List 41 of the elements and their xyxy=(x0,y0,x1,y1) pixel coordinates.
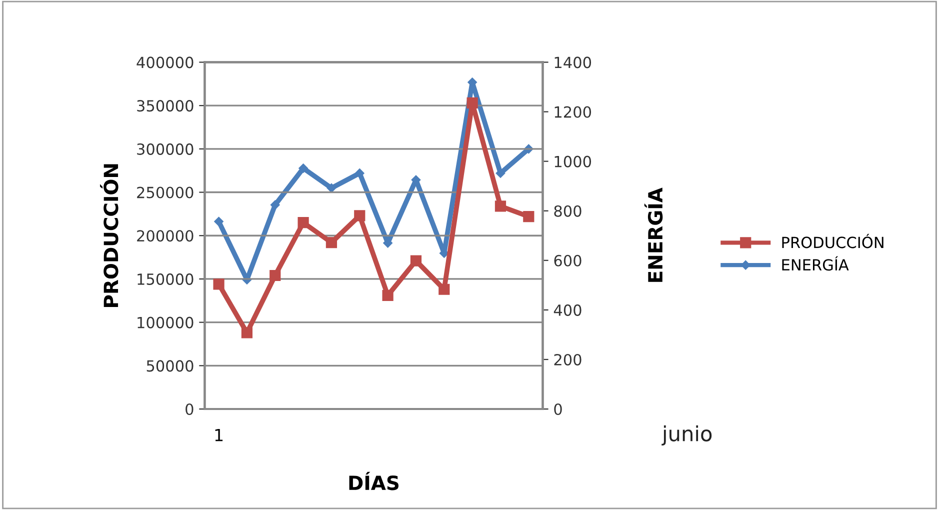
y-tick-label: 350000 xyxy=(137,100,194,112)
point xyxy=(326,183,336,193)
point xyxy=(382,290,394,301)
x-axis-title: DÍAS xyxy=(349,472,399,490)
y2-tick-label: 400 xyxy=(554,304,582,316)
point xyxy=(213,278,224,290)
text: junio xyxy=(662,425,712,446)
y-tick-label: 150000 xyxy=(138,273,194,285)
y-tick-label: 250000 xyxy=(137,186,194,198)
point xyxy=(354,210,366,222)
y2-tick-label: 1200 xyxy=(554,106,592,118)
point xyxy=(326,237,338,248)
y-tick-label: 400000 xyxy=(136,56,194,68)
x-tick-label: 1 xyxy=(215,428,223,442)
y2-tick-label: 600 xyxy=(554,254,582,266)
point xyxy=(214,216,224,226)
legend-label: ENERGÍA xyxy=(782,256,849,271)
y2-tick-label: 800 xyxy=(554,205,582,217)
point xyxy=(494,200,506,212)
y2-axis-title: ENERGÍA xyxy=(644,188,663,282)
y-tick-label: 0 xyxy=(186,403,194,416)
y2-tick-label: 1000 xyxy=(554,156,592,168)
y-tick-label: 300000 xyxy=(137,143,194,155)
y-tick-label: 100000 xyxy=(138,316,194,328)
point xyxy=(438,284,450,295)
y-tick-label: 50000 xyxy=(146,360,194,372)
y-axis-title: PRODUCCIÓN xyxy=(100,164,118,307)
point xyxy=(523,210,534,222)
y-tick-label: 200000 xyxy=(137,230,194,242)
y2-tick-label: 200 xyxy=(554,354,582,366)
point xyxy=(298,217,309,228)
point xyxy=(270,200,280,210)
point xyxy=(355,168,364,178)
y2-tick-label: 1400 xyxy=(554,56,592,68)
point xyxy=(241,327,253,338)
point xyxy=(466,97,478,109)
legend-label: PRODUCCIÓN xyxy=(782,234,884,248)
point xyxy=(270,270,281,282)
y2-tick-label: 0 xyxy=(554,403,562,416)
point xyxy=(298,164,308,173)
point xyxy=(410,255,422,266)
